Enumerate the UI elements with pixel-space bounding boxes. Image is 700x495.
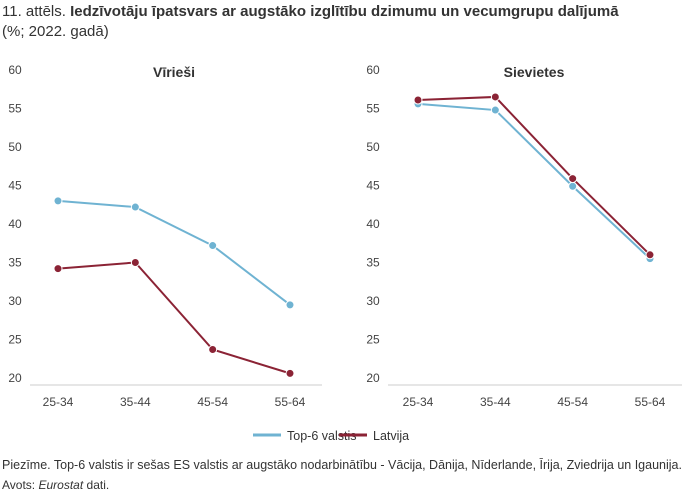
footnote: Piezīme. Top-6 valstis ir sešas ES valst… <box>2 458 682 472</box>
x-tick-label: 35-44 <box>120 395 151 409</box>
y-tick-label: 40 <box>366 217 380 231</box>
y-tick-label: 30 <box>366 294 380 308</box>
x-tick-label: 35-44 <box>480 395 511 409</box>
y-tick-label: 25 <box>366 333 380 347</box>
data-point <box>645 250 655 260</box>
y-tick-label: 20 <box>366 371 380 385</box>
legend-label-top6: Top-6 valstis <box>287 429 356 443</box>
panel-title: Vīrieši <box>153 64 195 80</box>
x-tick-label: 55-64 <box>635 395 666 409</box>
x-tick-label: 45-54 <box>197 395 228 409</box>
data-point <box>53 264 63 274</box>
legend: Top-6 valstis Latvija <box>253 429 409 443</box>
source-prefix: Avots: <box>2 478 36 492</box>
y-tick-label: 40 <box>8 217 22 231</box>
figure-number: 11. attēls. <box>2 3 66 20</box>
data-point <box>53 196 63 206</box>
source-name: Eurostat <box>38 478 84 492</box>
series-line <box>57 199 291 306</box>
chart-title: 11. attēls. Iedzīvotāju īpatsvars ar aug… <box>2 2 698 22</box>
source-suffix: dati. <box>86 478 110 492</box>
y-tick-label: 55 <box>366 102 380 116</box>
data-point <box>413 95 423 105</box>
data-point <box>208 241 218 251</box>
data-point <box>490 105 500 115</box>
y-tick-label: 60 <box>8 63 22 77</box>
y-tick-label: 55 <box>8 102 22 116</box>
x-tick-label: 45-54 <box>557 395 588 409</box>
series-line <box>57 261 291 375</box>
x-tick-label: 25-34 <box>403 395 434 409</box>
data-point <box>130 202 140 212</box>
data-point <box>285 368 295 378</box>
panel-males: Vīrieši 20 25 30 35 40 45 50 55 60 25-34 35-44 45-54… <box>8 63 322 409</box>
data-point <box>285 300 295 310</box>
legend-label-latvija: Latvija <box>373 429 409 443</box>
figure-title: Iedzīvotāju īpatsvars ar augstāko izglīt… <box>70 3 619 20</box>
data-point <box>130 258 140 267</box>
y-tick-label: 45 <box>366 179 380 193</box>
y-tick-label: 45 <box>8 179 22 193</box>
x-tick-label: 55-64 <box>275 395 306 409</box>
y-tick-label: 25 <box>8 333 22 347</box>
y-tick-label: 50 <box>366 140 380 154</box>
y-tick-label: 35 <box>366 256 380 270</box>
data-point <box>568 181 578 191</box>
chart-subtitle: (%; 2022. gadā) <box>2 23 109 40</box>
y-tick-label: 30 <box>8 294 22 308</box>
data-point <box>490 92 500 102</box>
y-tick-label: 20 <box>8 371 22 385</box>
y-tick-label: 50 <box>8 140 22 154</box>
panel-title: Sievietes <box>504 64 565 80</box>
data-point <box>208 345 218 355</box>
y-tick-label: 60 <box>366 63 380 77</box>
panel-females: Sievietes 20 25 30 35 40 45 50 55 60 25-34 35-44 45-… <box>366 63 682 409</box>
x-tick-label: 25-34 <box>43 395 74 409</box>
series-line <box>417 95 651 256</box>
series-line <box>417 102 651 260</box>
y-tick-label: 35 <box>8 256 22 270</box>
data-point <box>568 174 578 184</box>
source-line: Avots: Eurostat dati. <box>2 478 109 493</box>
